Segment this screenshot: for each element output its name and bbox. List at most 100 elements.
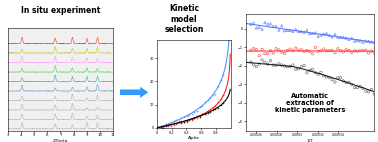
Point bbox=[173, 122, 179, 125]
Point bbox=[204, 99, 211, 101]
Point bbox=[210, 106, 216, 109]
Point bbox=[312, 72, 318, 74]
Point bbox=[346, 38, 352, 40]
Point bbox=[318, 50, 324, 52]
Point bbox=[212, 93, 218, 95]
Point bbox=[176, 121, 182, 123]
Point bbox=[315, 73, 321, 75]
Point bbox=[184, 120, 190, 122]
Point bbox=[256, 63, 262, 65]
Point bbox=[287, 48, 293, 50]
Point bbox=[326, 50, 332, 52]
Point bbox=[181, 116, 187, 118]
Point bbox=[265, 23, 271, 25]
Point bbox=[178, 122, 184, 124]
X-axis label: 1/T: 1/T bbox=[307, 139, 313, 142]
Point bbox=[307, 32, 313, 35]
Point bbox=[290, 50, 296, 52]
Point bbox=[220, 94, 226, 96]
Point bbox=[268, 60, 274, 62]
Text: In situ experiment: In situ experiment bbox=[21, 6, 100, 15]
Point bbox=[192, 111, 198, 113]
Point bbox=[298, 30, 304, 33]
Point bbox=[256, 26, 262, 29]
Point bbox=[160, 127, 166, 129]
Point bbox=[202, 112, 208, 115]
Point bbox=[276, 63, 282, 65]
Point bbox=[207, 108, 213, 111]
Point bbox=[210, 109, 216, 111]
Point bbox=[163, 123, 169, 126]
Point bbox=[335, 48, 341, 50]
Point bbox=[259, 48, 265, 50]
Point bbox=[371, 51, 377, 54]
Point bbox=[268, 23, 274, 25]
Point bbox=[168, 125, 174, 127]
Point bbox=[287, 65, 293, 67]
Point bbox=[363, 49, 369, 51]
Point bbox=[158, 125, 164, 127]
Point bbox=[324, 76, 330, 78]
Point bbox=[335, 36, 341, 38]
Point bbox=[158, 126, 164, 128]
Point bbox=[290, 64, 296, 66]
Point bbox=[338, 36, 344, 38]
Point bbox=[329, 36, 335, 38]
Point bbox=[189, 112, 195, 115]
Point bbox=[310, 68, 316, 70]
Point bbox=[210, 94, 216, 96]
Point bbox=[197, 106, 203, 108]
Point bbox=[321, 48, 327, 50]
Point bbox=[293, 28, 299, 31]
Point bbox=[366, 91, 372, 93]
Point bbox=[248, 23, 254, 25]
Point bbox=[186, 118, 192, 121]
Point bbox=[170, 122, 177, 124]
Point bbox=[262, 61, 268, 63]
Point bbox=[202, 101, 208, 103]
Point bbox=[338, 77, 344, 79]
Point bbox=[310, 32, 316, 35]
Point bbox=[284, 49, 290, 52]
Point bbox=[265, 63, 271, 65]
X-axis label: Alpha: Alpha bbox=[188, 136, 200, 140]
Point bbox=[338, 49, 344, 52]
Point bbox=[218, 98, 224, 100]
Point bbox=[340, 51, 346, 53]
Point bbox=[366, 52, 372, 54]
Point bbox=[332, 33, 338, 35]
Point bbox=[304, 49, 310, 52]
Point bbox=[296, 30, 302, 33]
Point bbox=[296, 68, 302, 70]
Point bbox=[276, 49, 282, 51]
Point bbox=[186, 118, 192, 121]
Point bbox=[357, 50, 363, 52]
Text: Kinetic
model
selection: Kinetic model selection bbox=[164, 4, 204, 34]
Point bbox=[366, 40, 372, 42]
Point bbox=[298, 65, 304, 68]
Point bbox=[218, 79, 224, 81]
Point bbox=[168, 123, 174, 125]
Point bbox=[256, 55, 262, 57]
Point bbox=[189, 119, 195, 121]
Point bbox=[202, 113, 208, 115]
Point bbox=[312, 46, 318, 48]
Point bbox=[363, 90, 369, 92]
Point bbox=[279, 64, 285, 66]
Point bbox=[335, 77, 341, 79]
Point bbox=[354, 87, 360, 89]
Point bbox=[301, 64, 307, 67]
Point bbox=[301, 31, 307, 33]
Point bbox=[360, 87, 366, 90]
Point bbox=[315, 35, 321, 37]
Point bbox=[343, 49, 349, 51]
Point bbox=[259, 28, 265, 30]
Point bbox=[270, 52, 276, 54]
Point bbox=[265, 53, 271, 55]
Point bbox=[349, 51, 355, 54]
Point bbox=[318, 34, 324, 36]
Point bbox=[363, 40, 369, 42]
Point bbox=[310, 53, 316, 55]
Point bbox=[326, 34, 332, 36]
Point bbox=[218, 104, 224, 107]
